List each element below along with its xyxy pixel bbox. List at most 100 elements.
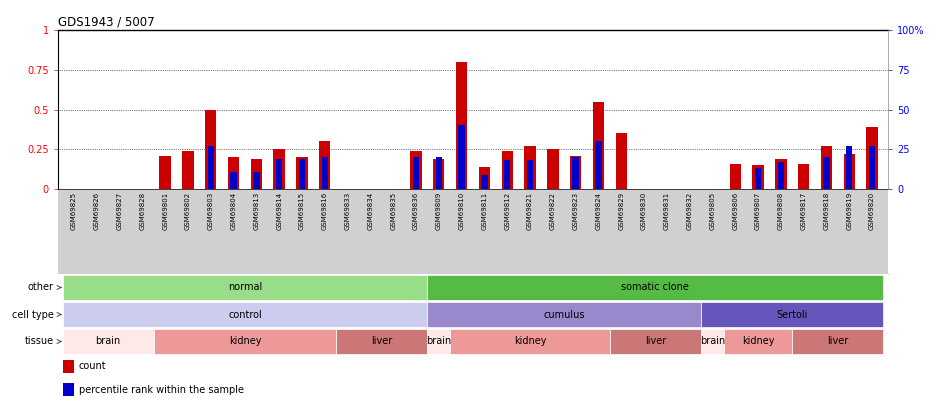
Text: percentile rank within the sample: percentile rank within the sample <box>79 385 243 394</box>
Text: GSM69819: GSM69819 <box>846 192 853 230</box>
Bar <box>160 156 171 189</box>
Bar <box>450 328 610 354</box>
Text: GSM69815: GSM69815 <box>299 192 305 230</box>
Text: kidney: kidney <box>228 337 261 347</box>
Text: GSM69807: GSM69807 <box>755 192 761 230</box>
Bar <box>572 157 579 189</box>
Bar <box>610 328 701 354</box>
Bar <box>593 102 604 189</box>
Bar <box>428 328 450 354</box>
Text: GSM69803: GSM69803 <box>208 192 213 230</box>
Text: liver: liver <box>827 337 849 347</box>
Bar <box>504 160 510 189</box>
Text: GSM69836: GSM69836 <box>413 192 419 230</box>
Text: GSM69824: GSM69824 <box>595 192 602 230</box>
Text: kidney: kidney <box>514 337 546 347</box>
Bar <box>729 164 741 189</box>
Bar <box>547 149 558 189</box>
Bar <box>435 157 442 189</box>
Bar <box>299 159 306 189</box>
Bar <box>867 127 878 189</box>
Bar <box>182 151 194 189</box>
Bar <box>337 328 428 354</box>
Text: GSM69835: GSM69835 <box>390 192 396 230</box>
Bar <box>63 383 74 396</box>
Text: GDS1943 / 5007: GDS1943 / 5007 <box>58 16 154 29</box>
Text: GSM69833: GSM69833 <box>345 192 351 230</box>
Text: tissue: tissue <box>24 337 54 347</box>
Text: cumulus: cumulus <box>543 309 585 320</box>
Text: normal: normal <box>227 283 262 292</box>
Bar <box>777 162 784 189</box>
Bar <box>413 157 419 189</box>
Text: GSM69805: GSM69805 <box>710 192 715 230</box>
Bar <box>502 151 513 189</box>
Bar <box>276 159 282 189</box>
Bar <box>478 167 490 189</box>
Text: GSM69810: GSM69810 <box>459 192 464 230</box>
Text: GSM69820: GSM69820 <box>870 192 875 230</box>
Text: GSM69830: GSM69830 <box>641 192 647 230</box>
Text: control: control <box>228 309 262 320</box>
Bar <box>798 164 809 189</box>
Text: liver: liver <box>371 337 392 347</box>
Bar <box>63 302 428 328</box>
Bar <box>410 151 422 189</box>
Bar <box>823 157 830 189</box>
Bar <box>752 165 763 189</box>
Bar <box>428 302 701 328</box>
Text: GSM69825: GSM69825 <box>70 192 77 230</box>
Bar <box>616 133 627 189</box>
Bar <box>433 159 445 189</box>
Bar <box>701 328 724 354</box>
Text: GSM69806: GSM69806 <box>732 192 738 230</box>
Bar <box>570 156 581 189</box>
Bar <box>755 168 761 189</box>
Text: cell type: cell type <box>12 309 54 320</box>
Text: kidney: kidney <box>742 337 775 347</box>
Text: GSM69834: GSM69834 <box>368 192 373 230</box>
Bar <box>776 159 787 189</box>
Text: GSM69831: GSM69831 <box>664 192 670 230</box>
Text: Sertoli: Sertoli <box>776 309 807 320</box>
Bar <box>843 154 855 189</box>
Bar <box>459 126 464 189</box>
Bar <box>154 328 337 354</box>
Text: somatic clone: somatic clone <box>621 283 689 292</box>
Text: GSM69816: GSM69816 <box>321 192 328 230</box>
Text: GSM69823: GSM69823 <box>572 192 579 230</box>
Text: other: other <box>28 283 54 292</box>
Bar <box>869 146 875 189</box>
Bar <box>527 160 533 189</box>
Text: GSM69814: GSM69814 <box>276 192 282 230</box>
Bar <box>63 275 428 301</box>
Bar <box>456 62 467 189</box>
Text: GSM69832: GSM69832 <box>686 192 693 230</box>
Text: GSM69812: GSM69812 <box>504 192 510 230</box>
Bar <box>846 146 853 189</box>
Bar <box>230 171 237 189</box>
Bar <box>63 360 74 373</box>
Bar <box>821 146 832 189</box>
Text: GSM69808: GSM69808 <box>777 192 784 230</box>
Text: GSM69821: GSM69821 <box>527 192 533 230</box>
Text: GSM69827: GSM69827 <box>117 192 122 230</box>
Text: GSM69813: GSM69813 <box>254 192 259 230</box>
Bar <box>208 146 214 189</box>
Bar <box>701 302 884 328</box>
Bar <box>296 157 307 189</box>
Bar <box>525 146 536 189</box>
Bar <box>321 157 328 189</box>
Text: GSM69828: GSM69828 <box>139 192 146 230</box>
Bar <box>274 149 285 189</box>
Text: liver: liver <box>645 337 666 347</box>
Bar <box>253 171 259 189</box>
Text: GSM69826: GSM69826 <box>94 192 100 230</box>
Bar <box>481 175 488 189</box>
Text: GSM69818: GSM69818 <box>823 192 829 230</box>
Text: GSM69802: GSM69802 <box>185 192 191 230</box>
Text: brain: brain <box>699 337 725 347</box>
Text: GSM69817: GSM69817 <box>801 192 807 230</box>
Text: brain: brain <box>426 337 451 347</box>
Bar <box>63 328 154 354</box>
